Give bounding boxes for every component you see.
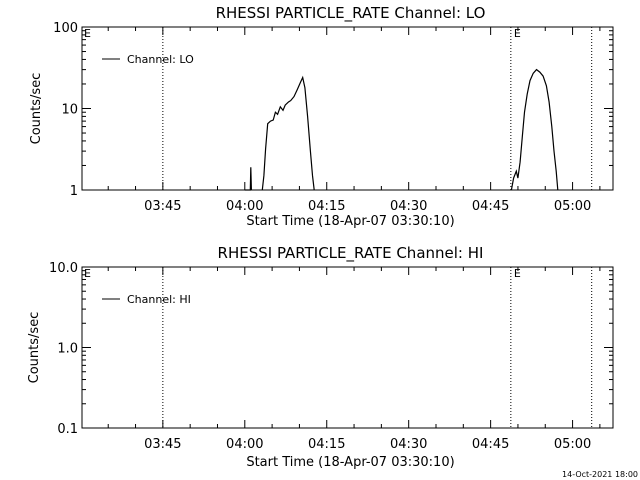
series-line <box>244 167 252 191</box>
y-tick-label: 1 <box>70 184 78 199</box>
x-tick-label: 04:15 <box>308 437 345 452</box>
y-tick-label: 0.1 <box>57 422 78 437</box>
legend: Channel: HI <box>102 293 191 306</box>
x-tick-label: 05:00 <box>554 437 591 452</box>
x-tick-label: 04:00 <box>226 437 263 452</box>
x-tick-label: 04:15 <box>308 199 345 214</box>
x-tick-label: 04:45 <box>472 437 509 452</box>
x-axis-label: Start Time (18-Apr-07 03:30:10) <box>246 455 454 470</box>
y-tick-label: 10.0 <box>49 261 78 276</box>
x-tick-label: 03:45 <box>144 437 181 452</box>
x-axis-label: Start Time (18-Apr-07 03:30:10) <box>246 214 454 229</box>
chart-title: RHESSI PARTICLE_RATE Channel: HI <box>218 244 484 263</box>
plot-frame <box>81 266 614 429</box>
legend-label: Channel: LO <box>127 53 194 66</box>
series-line <box>510 68 559 191</box>
annotation-label: E <box>514 267 521 280</box>
annotation-label: E <box>84 267 91 280</box>
y-tick-label: 100 <box>53 21 78 36</box>
chart-panel: RHESSI PARTICLE_RATE Channel: HI 03:45 04:… <box>27 244 614 470</box>
x-tick-label: 05:00 <box>554 199 591 214</box>
chart-title: RHESSI PARTICLE_RATE Channel: LO <box>216 4 486 23</box>
x-tick-label: 04:00 <box>226 199 263 214</box>
annotation-label: E <box>514 27 521 40</box>
y-tick-label: 10 <box>61 103 78 118</box>
x-tick-label: 04:30 <box>390 199 427 214</box>
legend: Channel: LO <box>102 53 194 66</box>
chart-panel: RHESSI PARTICLE_RATE Channel: LO 03:45 04:… <box>29 4 614 229</box>
legend-label: Channel: HI <box>127 293 191 306</box>
plot-frame <box>81 26 614 191</box>
footer-timestamp: 14-Oct-2021 18:00 <box>562 470 638 479</box>
y-tick-label: 1.0 <box>57 342 78 357</box>
y-axis-label: Counts/sec <box>29 73 44 145</box>
x-tick-label: 03:45 <box>144 199 181 214</box>
y-axis-label: Counts/sec <box>27 312 42 384</box>
series-line <box>261 75 315 191</box>
x-tick-label: 04:45 <box>472 199 509 214</box>
annotation-label: E <box>84 27 91 40</box>
x-tick-label: 04:30 <box>390 437 427 452</box>
